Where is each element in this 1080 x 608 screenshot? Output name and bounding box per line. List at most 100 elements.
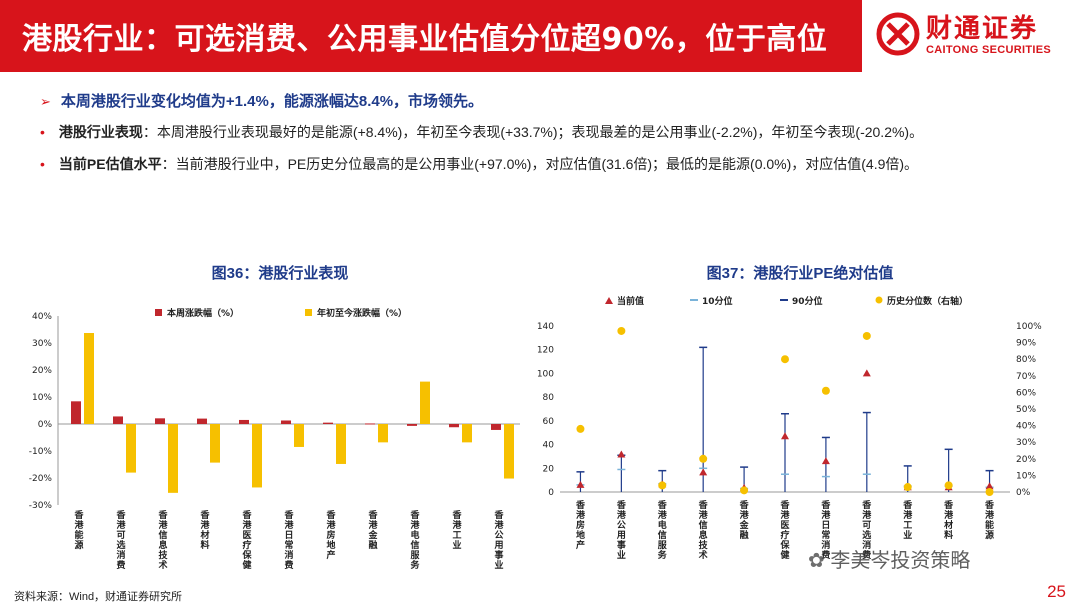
x-tick-label: 香港房地产 (575, 499, 586, 551)
x-tick-label: 香港信息技术 (698, 499, 709, 561)
y-tick-label: -30% (29, 501, 53, 511)
x-tick-label: 香港工业 (451, 509, 462, 551)
bar (168, 424, 178, 493)
chart36-bar-chart: -30% -20% -10% 0% 10% 20% 30% 40% 本周涨跌幅（%） 年初至今涨跌… (29, 307, 520, 571)
percentile-dot (617, 326, 626, 335)
bar (491, 424, 501, 430)
y-tick-label: 0% (38, 420, 53, 430)
watermark: ✿ 李美岑投资策略 (808, 544, 970, 573)
bar (84, 333, 94, 424)
watermark-text: 李美岑投资策略 (830, 550, 971, 572)
bar (449, 424, 459, 428)
page-number: 25 (1047, 582, 1066, 601)
bar (420, 381, 430, 424)
dot-bullet-icon: • (40, 156, 45, 172)
y-tick-label: 80 (543, 393, 555, 403)
dot-bullet-icon: • (40, 124, 45, 140)
x-tick-label: 香港日常消费 (820, 499, 831, 561)
legend-label: 本周涨跌幅（%） (167, 307, 239, 319)
x-tick-label: 香港能源 (984, 499, 995, 541)
x-tick-label: 香港电信服务 (657, 499, 668, 561)
x-tick-label: 香港信息技术 (157, 509, 168, 571)
legend-label: 90分位 (792, 295, 823, 307)
current-value-marker (617, 450, 626, 458)
bullet-performance: • 港股行业表现：本周港股行业表现最好的是能源(+8.4%)，年初至今表现(+33… (40, 116, 1070, 148)
y2-tick-label: 60% (1016, 388, 1036, 398)
percentile-dot (781, 355, 789, 364)
y-tick-label: 40% (32, 312, 52, 322)
y-tick-label: 40 (543, 441, 555, 451)
percentile-dot (821, 386, 830, 395)
legend-swatch (305, 309, 312, 316)
x-tick-label: 香港公用事业 (493, 509, 504, 571)
bar (365, 423, 375, 425)
percentile-dot (576, 424, 585, 433)
headline-bullet: ➢ 本周港股行业变化均值为+1.4%，能源涨幅达8.4%，市场领先。 (40, 88, 1070, 116)
legend-label: 当前值 (617, 295, 644, 307)
bar (407, 424, 417, 426)
legend-marker (605, 297, 613, 304)
y2-tick-label: 100% (1016, 322, 1042, 332)
current-value-marker (985, 482, 994, 490)
bar (210, 424, 220, 463)
bar (113, 416, 123, 424)
y2-tick-label: 10% (1016, 471, 1036, 481)
legend-swatch (155, 309, 162, 316)
bar (252, 424, 262, 488)
source-note: 资料来源：Wind，财通证券研究所 (14, 591, 183, 603)
y2-tick-label: 0% (1016, 488, 1031, 498)
arrow-bullet-icon: ➢ (40, 94, 51, 109)
bar (336, 424, 346, 464)
x-tick-label: 香港材料 (199, 509, 210, 551)
percentile-dot (903, 483, 912, 492)
chart37-title: 图37：港股行业PE绝对估值 (706, 265, 894, 282)
y2-tick-label: 90% (1016, 339, 1036, 349)
y-tick-label: 20 (543, 464, 555, 474)
bullet-label: 港股行业表现 (58, 124, 143, 140)
x-tick-label: 香港金融 (739, 499, 750, 541)
x-tick-label: 香港日常消费 (283, 509, 294, 571)
bullet-label: 当前PE估值水平 (58, 156, 162, 172)
current-value-marker (781, 432, 789, 440)
y-tick-label: -20% (29, 474, 53, 484)
x-tick-label: 香港电信服务 (409, 509, 420, 571)
y2-tick-label: 70% (1016, 372, 1036, 382)
x-tick-label: 香港可选消费 (861, 499, 872, 561)
x-tick-label: 香港房地产 (325, 509, 336, 561)
bar (239, 419, 249, 424)
bar (294, 424, 304, 447)
legend-label: 年初至今涨跌幅（%） (317, 307, 407, 319)
y2-tick-label: 30% (1016, 438, 1036, 448)
page-title: 港股行业：可选消费、公用事业估值分位超90%，位于高位 (22, 22, 828, 57)
bar (504, 424, 514, 479)
chart37-pe-chart: 0 20 40 60 80 100 120 140 0% 10% 20% 30% 40% 50% 60% 70… (537, 295, 1042, 561)
y-tick-label: 120 (537, 346, 554, 356)
y2-tick-label: 80% (1016, 355, 1036, 365)
x-tick-label: 香港工业 (902, 499, 913, 541)
bar (155, 418, 165, 424)
percentile-dot (862, 331, 871, 340)
summary-bullets: ➢ 本周港股行业变化均值为+1.4%，能源涨幅达8.4%，市场领先。 • 港股行业表… (40, 88, 1070, 180)
y-tick-label: 60 (543, 417, 555, 427)
header-bar: 港股行业：可选消费、公用事业估值分位超90%，位于高位 财通证券 CAITONG… (0, 0, 1080, 72)
percentile-dot (740, 486, 749, 495)
bar (197, 418, 207, 424)
percentile-dot (944, 481, 953, 490)
x-tick-label: 香港医疗保健 (241, 509, 252, 571)
legend-marker (875, 296, 883, 304)
y-tick-label: 20% (32, 366, 52, 376)
y2-tick-label: 40% (1016, 422, 1036, 432)
current-value-marker (699, 468, 708, 476)
bar (126, 424, 136, 473)
y2-tick-label: 20% (1016, 455, 1036, 465)
y-tick-label: 0 (548, 488, 554, 498)
bullet-text: ：本周港股行业表现最好的是能源(+8.4%)，年初至今表现(+33.7%)；表现… (142, 124, 924, 140)
bar (323, 422, 333, 424)
logo-mark-icon (876, 12, 920, 56)
bullet-valuation: • 当前PE估值水平：当前港股行业中，PE历史分位最高的是公用事业(+97.0%)… (40, 148, 1070, 180)
y-tick-label: 140 (537, 322, 554, 332)
bar (71, 401, 81, 424)
current-value-marker (576, 480, 585, 488)
current-value-marker (821, 457, 830, 465)
y-tick-label: 30% (32, 339, 52, 349)
